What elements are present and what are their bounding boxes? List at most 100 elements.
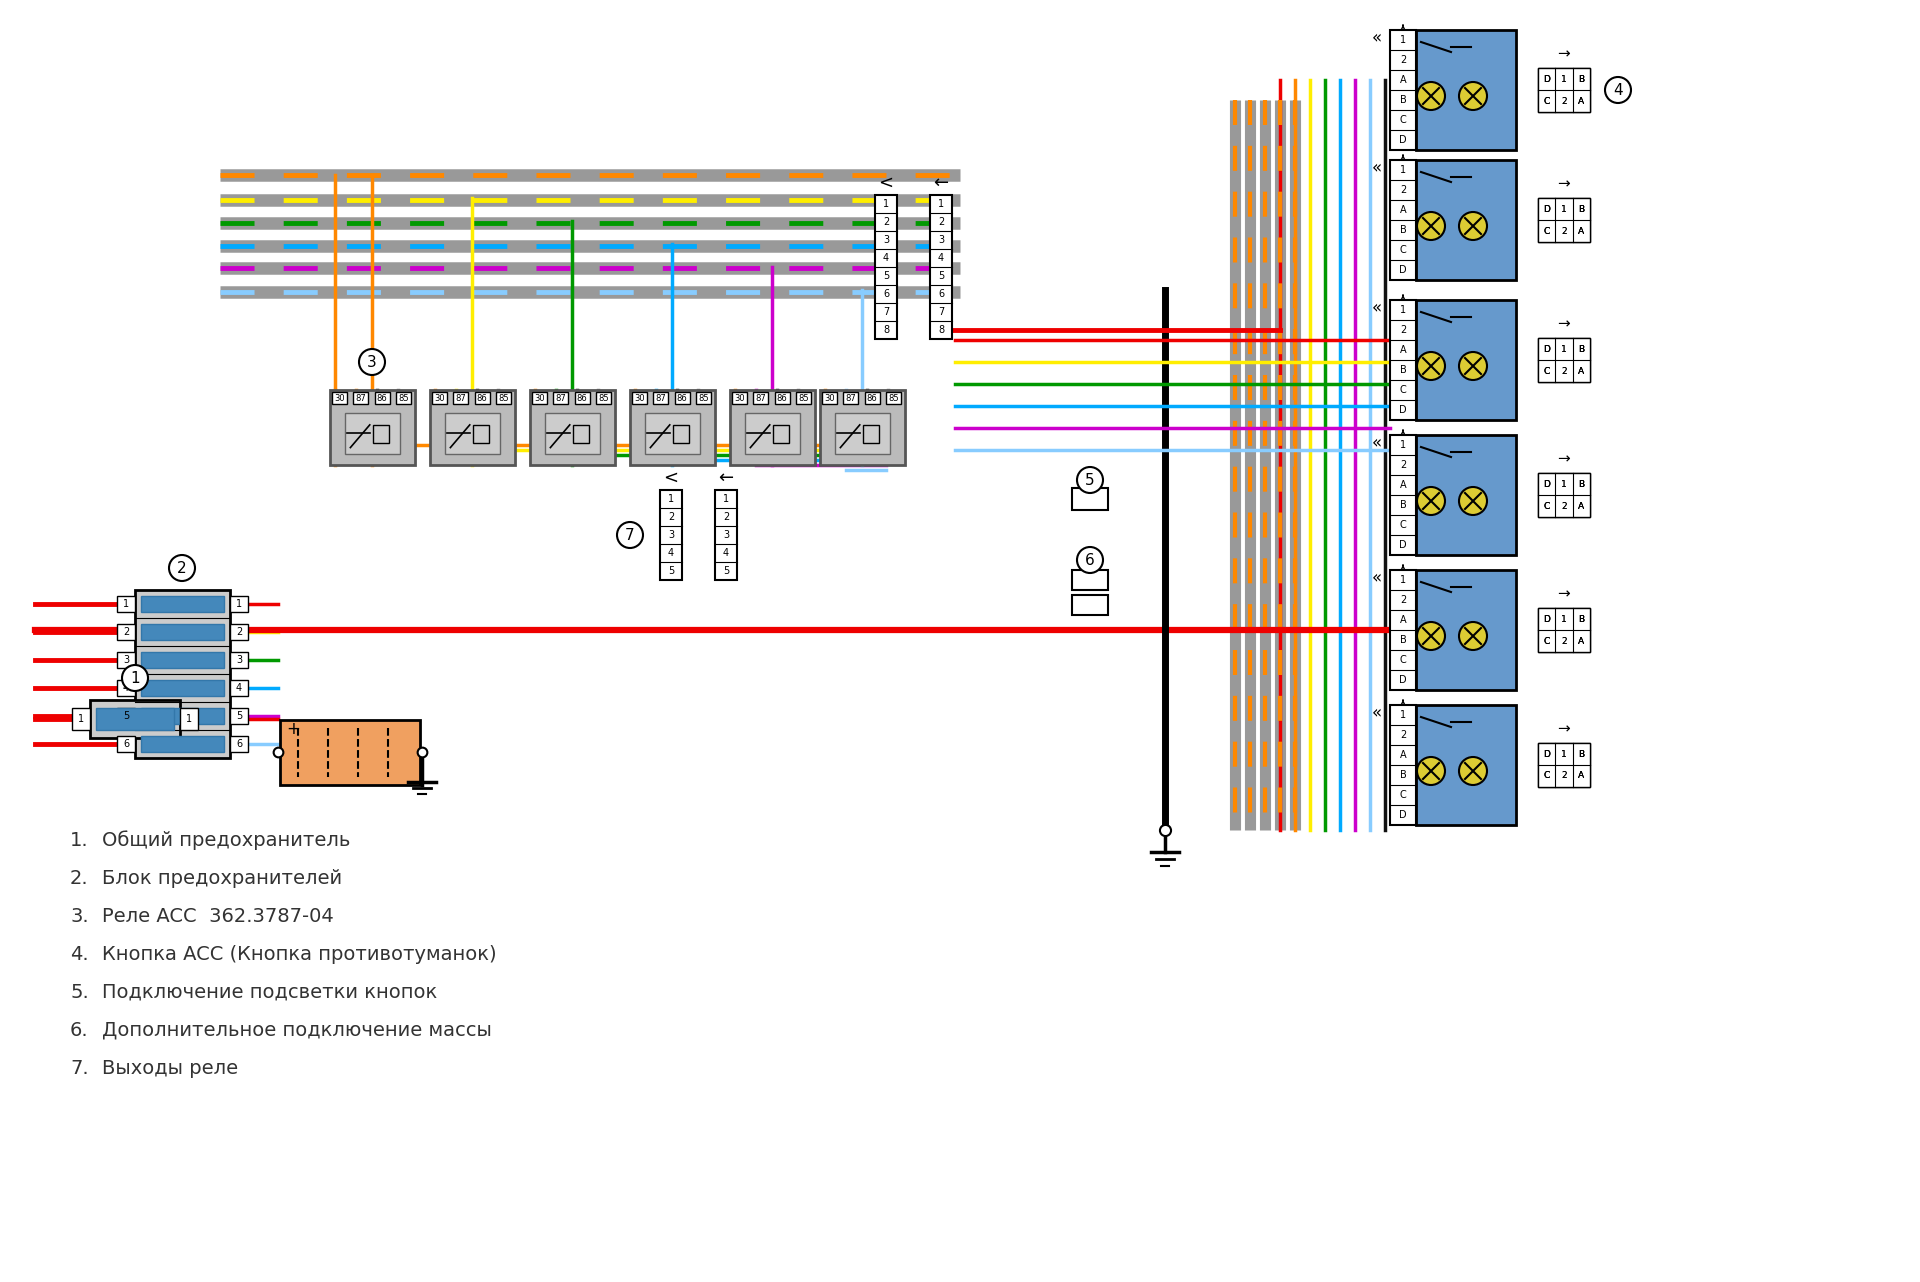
Bar	[445, 413, 499, 454]
Bar	[1390, 705, 1417, 826]
Bar	[1538, 608, 1590, 653]
Text: 1: 1	[1400, 440, 1405, 450]
Circle shape	[616, 522, 643, 547]
Text: D: D	[1400, 405, 1407, 415]
Text: 87: 87	[555, 394, 566, 403]
Text: B: B	[1400, 770, 1405, 779]
Text: 4: 4	[883, 253, 889, 263]
Bar	[140, 679, 225, 696]
Bar	[1417, 29, 1517, 150]
Bar	[372, 424, 390, 444]
Text: 1: 1	[1561, 205, 1567, 214]
Text: 2: 2	[1561, 227, 1567, 236]
Text: 86: 86	[776, 394, 787, 403]
Text: C: C	[1544, 367, 1549, 376]
Text: 6.: 6.	[69, 1020, 88, 1040]
Text: 1: 1	[1561, 74, 1567, 83]
Text: →: →	[1557, 317, 1571, 332]
Text: 87: 87	[355, 394, 367, 403]
Bar	[472, 424, 490, 444]
Text: A: A	[1578, 367, 1584, 376]
Text: 1: 1	[939, 199, 945, 209]
Text: 1: 1	[1561, 479, 1567, 488]
Text: 5: 5	[883, 271, 889, 281]
Text: →: →	[1557, 46, 1571, 62]
Bar	[1538, 197, 1590, 242]
Bar	[1538, 608, 1590, 653]
Bar	[1071, 595, 1108, 615]
Text: 86: 86	[676, 394, 687, 403]
Text: Дополнительное подключение массы: Дополнительное подключение массы	[102, 1020, 492, 1040]
Bar	[1538, 338, 1590, 382]
Text: A: A	[1400, 205, 1405, 215]
Circle shape	[1459, 487, 1486, 515]
Text: D: D	[1544, 614, 1549, 623]
Text: B: B	[1578, 74, 1584, 83]
Text: B: B	[1578, 205, 1584, 214]
Text: D: D	[1544, 479, 1549, 488]
Bar	[753, 392, 768, 404]
Bar	[374, 392, 390, 404]
Text: C: C	[1544, 636, 1549, 646]
Text: 7.: 7.	[69, 1059, 88, 1077]
Bar	[1417, 160, 1517, 279]
Text: A: A	[1578, 367, 1584, 376]
Text: 30: 30	[434, 394, 445, 403]
Text: →: →	[1557, 177, 1571, 191]
Bar	[530, 390, 614, 465]
Text: 30: 30	[733, 394, 745, 403]
Bar	[695, 392, 710, 404]
Text: 2: 2	[1400, 595, 1405, 605]
Text: 1: 1	[1400, 165, 1405, 176]
Bar	[140, 596, 225, 613]
Text: C: C	[1400, 385, 1405, 395]
Text: 1: 1	[1561, 479, 1567, 488]
Bar	[230, 708, 248, 724]
Text: 1: 1	[1400, 710, 1405, 720]
Text: C: C	[1400, 245, 1405, 255]
Text: «: «	[1373, 299, 1382, 317]
Bar	[1417, 570, 1517, 690]
Text: 5: 5	[236, 712, 242, 720]
Bar	[1071, 488, 1108, 510]
Circle shape	[1605, 77, 1630, 103]
Text: C: C	[1544, 227, 1549, 236]
Text: 87: 87	[655, 394, 666, 403]
Bar	[1390, 160, 1417, 279]
Text: «: «	[1373, 569, 1382, 587]
Bar	[595, 392, 611, 404]
Bar	[632, 392, 647, 404]
Text: D: D	[1544, 750, 1549, 759]
Bar	[332, 392, 348, 404]
Text: 1: 1	[883, 199, 889, 209]
Circle shape	[1417, 622, 1446, 650]
Bar	[645, 413, 701, 454]
Text: 8: 8	[883, 326, 889, 335]
Circle shape	[1417, 756, 1446, 785]
Text: B: B	[1578, 614, 1584, 623]
Text: 3: 3	[883, 235, 889, 245]
Bar	[545, 413, 601, 454]
Text: D: D	[1400, 676, 1407, 685]
Circle shape	[1417, 353, 1446, 379]
Text: B: B	[1578, 750, 1584, 759]
Text: ←: ←	[933, 174, 948, 192]
Text: A: A	[1400, 615, 1405, 626]
Text: 4: 4	[236, 683, 242, 694]
Text: 4.: 4.	[69, 945, 88, 964]
Circle shape	[1417, 82, 1446, 110]
Text: D: D	[1400, 810, 1407, 820]
Bar	[672, 424, 689, 444]
Text: 3: 3	[724, 529, 730, 540]
Circle shape	[1459, 82, 1486, 110]
Text: A: A	[1578, 227, 1584, 236]
Text: A: A	[1578, 772, 1584, 781]
Text: B: B	[1578, 345, 1584, 354]
Text: Блок предохранителей: Блок предохранителей	[102, 868, 342, 887]
Text: Кнопка ACC (Кнопка противотуманок): Кнопка ACC (Кнопка противотуманок)	[102, 945, 497, 964]
Text: ←: ←	[718, 469, 733, 487]
Text: 3: 3	[123, 655, 129, 665]
Text: C: C	[1544, 636, 1549, 646]
Circle shape	[1417, 212, 1446, 240]
Text: 6: 6	[883, 288, 889, 299]
